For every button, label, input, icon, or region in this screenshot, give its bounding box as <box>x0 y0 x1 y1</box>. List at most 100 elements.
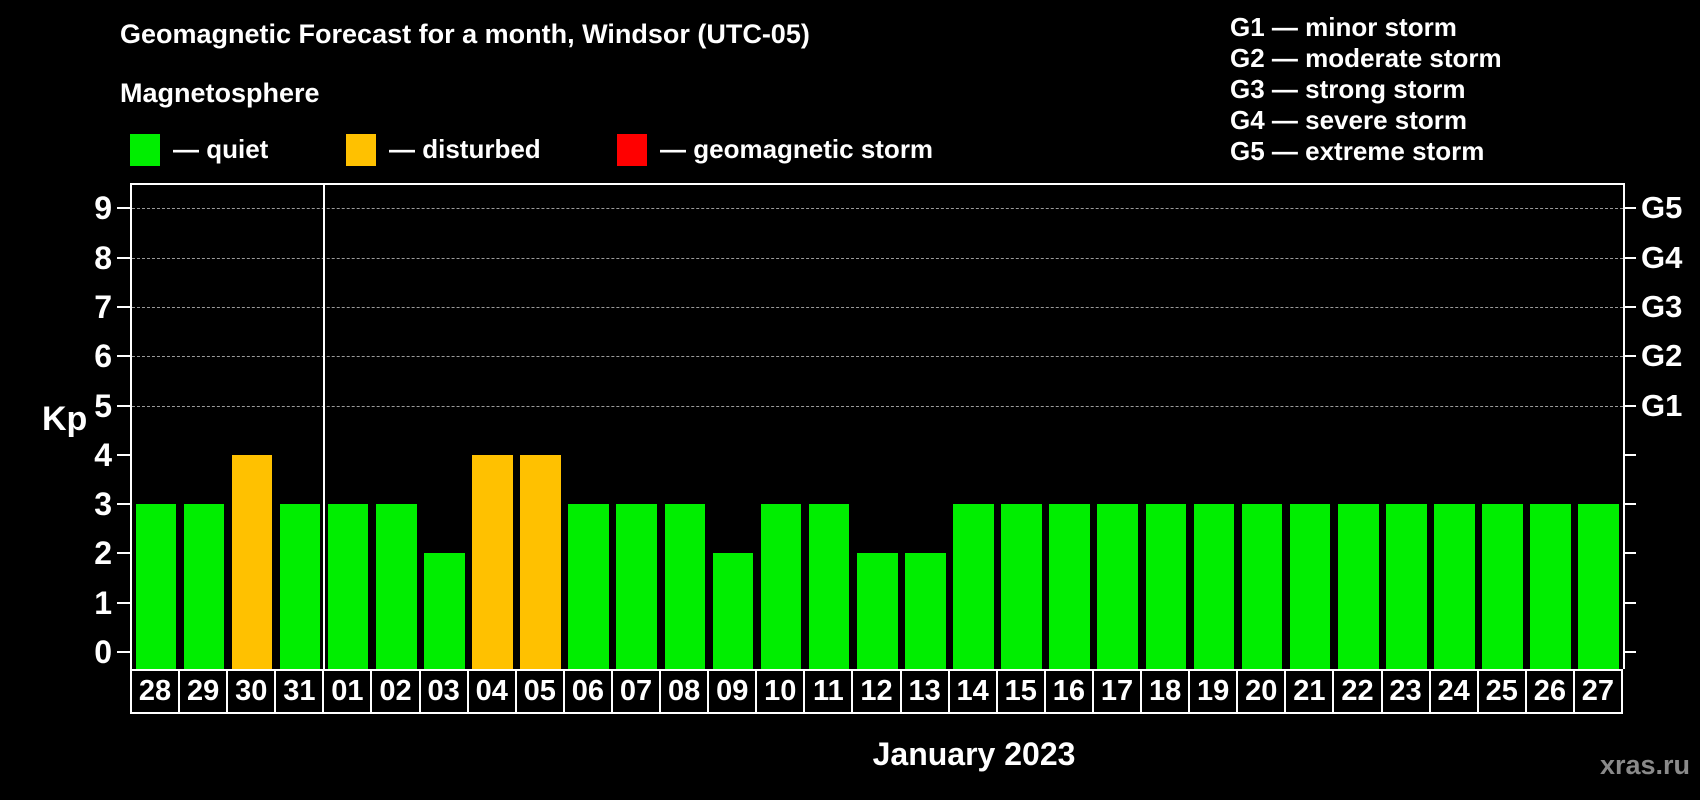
legend-label-storm: — geomagnetic storm <box>660 134 934 164</box>
day-label-26: 26 <box>1524 669 1575 714</box>
kp-bar-day-15 <box>1001 504 1042 669</box>
y-axis-tick-left-4 <box>117 453 130 456</box>
kp-bar-day-26 <box>1530 504 1571 669</box>
kp-bar-day-30 <box>231 454 273 669</box>
y-axis-tick-right-8 <box>1623 256 1636 259</box>
day-label-22: 22 <box>1332 669 1383 714</box>
kp-bar-day-02 <box>375 504 417 669</box>
right-axis-label-g4: G4 <box>1641 239 1683 275</box>
storm-scale-legend: G1 — minor storm G2 — moderate storm G3 — … <box>1230 12 1502 167</box>
kp-bar-day-18 <box>1145 504 1187 669</box>
legend-label-quiet: — quiet <box>173 134 269 164</box>
kp-bar-day-06 <box>568 504 609 669</box>
kp-bar-day-27 <box>1578 504 1619 669</box>
kp-bar-day-22 <box>1337 504 1379 669</box>
day-label-08: 08 <box>659 669 710 714</box>
y-axis-tick-left-5 <box>117 404 130 407</box>
day-label-17: 17 <box>1091 669 1143 714</box>
kp-bar-day-12 <box>856 553 898 669</box>
day-label-10: 10 <box>755 669 806 714</box>
x-axis-day-labels: 28 29 30 31 01 02 03 04 05 06 07 08 09 10 11 12 13 14 15 16… <box>130 669 1625 716</box>
watermark: xras.ru <box>1599 750 1690 780</box>
kp-bar-day-04 <box>472 454 513 669</box>
y-axis-tick-left-7 <box>117 305 130 308</box>
day-label-21: 21 <box>1284 669 1335 714</box>
y-axis-label: Kp <box>42 400 88 438</box>
y-axis-tick-label-2: 2 <box>94 535 112 572</box>
day-label-20: 20 <box>1236 669 1287 714</box>
day-label-15: 15 <box>995 669 1046 714</box>
y-axis-tick-right-1 <box>1623 601 1636 604</box>
kp-bar-day-14 <box>953 504 994 669</box>
right-axis-label-g2: G2 <box>1641 338 1683 374</box>
storm-scale-line-g4: G4 — severe storm <box>1230 105 1468 135</box>
day-label-09: 09 <box>707 669 758 714</box>
kp-bar-day-03 <box>424 553 465 669</box>
kp-bar-day-25 <box>1482 504 1523 669</box>
kp-bar-day-19 <box>1193 504 1235 669</box>
y-axis-tick-label-8: 8 <box>94 239 112 276</box>
y-axis-tick-left-2 <box>117 552 130 555</box>
day-label-03: 03 <box>418 669 469 714</box>
day-label-28: 28 <box>130 669 181 714</box>
gridline-kp9 <box>132 208 1623 210</box>
day-label-12: 12 <box>851 669 902 714</box>
day-label-31: 31 <box>274 669 325 714</box>
legend-item-storm: — geomagnetic storm <box>617 133 933 166</box>
y-axis-tick-left-3 <box>117 503 130 506</box>
right-axis-label-g5: G5 <box>1641 190 1683 226</box>
storm-scale-line-g2: G2 — moderate storm <box>1230 43 1502 73</box>
kp-bar-day-29 <box>183 504 225 669</box>
legend-swatch-quiet-icon <box>130 133 160 166</box>
kp-bar-day-21 <box>1289 504 1331 669</box>
kp-bar-day-09 <box>712 553 754 669</box>
day-label-02: 02 <box>370 669 421 714</box>
y-axis-tick-label-0: 0 <box>94 634 112 670</box>
y-axis-tick-label-5: 5 <box>94 387 112 424</box>
y-axis-tick-label-3: 3 <box>94 486 112 523</box>
day-label-04: 04 <box>466 669 517 714</box>
legend-item-quiet: — quiet <box>130 133 268 166</box>
day-label-23: 23 <box>1380 669 1431 714</box>
kp-bar-day-10 <box>760 504 802 669</box>
legend-swatch-storm-icon <box>617 133 647 166</box>
y-axis-tick-right-9 <box>1623 207 1636 210</box>
gridline-kp6 <box>132 356 1623 358</box>
kp-bar-day-24 <box>1434 504 1475 669</box>
chart-subtitle: Magnetosphere <box>120 78 320 108</box>
gridline-kp8 <box>132 257 1623 259</box>
day-label-06: 06 <box>562 669 613 714</box>
month-boundary-line <box>323 185 326 669</box>
legend-swatch-disturbed-icon <box>346 133 376 166</box>
y-axis-tick-right-7 <box>1623 305 1636 308</box>
kp-bar-day-20 <box>1241 504 1283 669</box>
day-label-13: 13 <box>899 669 950 714</box>
gridline-kp7 <box>132 306 1623 308</box>
kp-bar-day-13 <box>905 553 946 669</box>
day-label-11: 11 <box>803 669 854 714</box>
y-axis-tick-right-4 <box>1623 453 1636 456</box>
y-axis-tick-label-6: 6 <box>94 338 112 375</box>
day-label-29: 29 <box>178 669 229 714</box>
kp-bar-day-16 <box>1049 504 1090 669</box>
legend-item-disturbed: — disturbed <box>346 133 541 166</box>
storm-scale-line-g3: G3 — strong storm <box>1230 74 1466 104</box>
y-axis-tick-right-5 <box>1623 404 1636 407</box>
day-label-27: 27 <box>1572 669 1623 714</box>
storm-scale-line-g1: G1 — minor storm <box>1230 12 1457 42</box>
y-axis-tick-left-6 <box>117 355 130 358</box>
y-axis-tick-left-9 <box>117 207 130 210</box>
gridline-kp5 <box>132 405 1623 407</box>
y-axis-tick-left-8 <box>117 256 130 259</box>
legend-label-disturbed: — disturbed <box>389 134 541 164</box>
day-label-07: 07 <box>610 669 662 714</box>
y-axis-tick-left-0 <box>117 651 130 653</box>
plot-area <box>130 183 1625 669</box>
kp-bar-day-17 <box>1097 504 1139 669</box>
right-axis-label-g1: G1 <box>1641 387 1683 423</box>
y-axis-tick-left-1 <box>117 601 130 604</box>
day-label-05: 05 <box>514 669 565 714</box>
day-label-14: 14 <box>947 669 998 714</box>
x-axis-month-label: January 2023 <box>872 736 1076 772</box>
